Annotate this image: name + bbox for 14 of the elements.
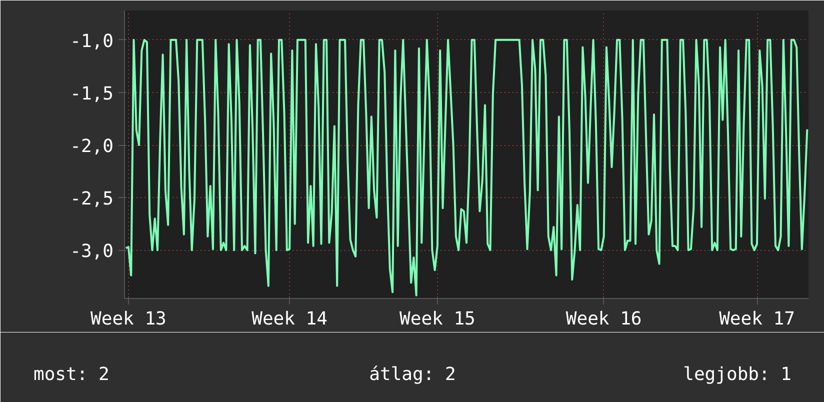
x-tick-label: Week 14 [252,308,328,330]
x-tick-label: Week 17 [719,308,795,330]
text: átlag: 2 [369,364,456,385]
x-tick-label: Week 13 [90,308,166,330]
y-tick-label: -2,5 [70,188,114,210]
x-tick-label: Week 16 [566,308,642,330]
y-tick-label: -3,0 [70,241,114,262]
y-tick-label: -1,5 [70,83,114,104]
y-tick-label: -1,0 [70,30,114,52]
line-series [124,38,808,296]
text: legjobb: 1 [683,364,792,385]
x-tick-label: Week 15 [400,308,476,330]
text: most: 2 [34,364,110,385]
y-tick-label: -2,0 [70,136,114,158]
